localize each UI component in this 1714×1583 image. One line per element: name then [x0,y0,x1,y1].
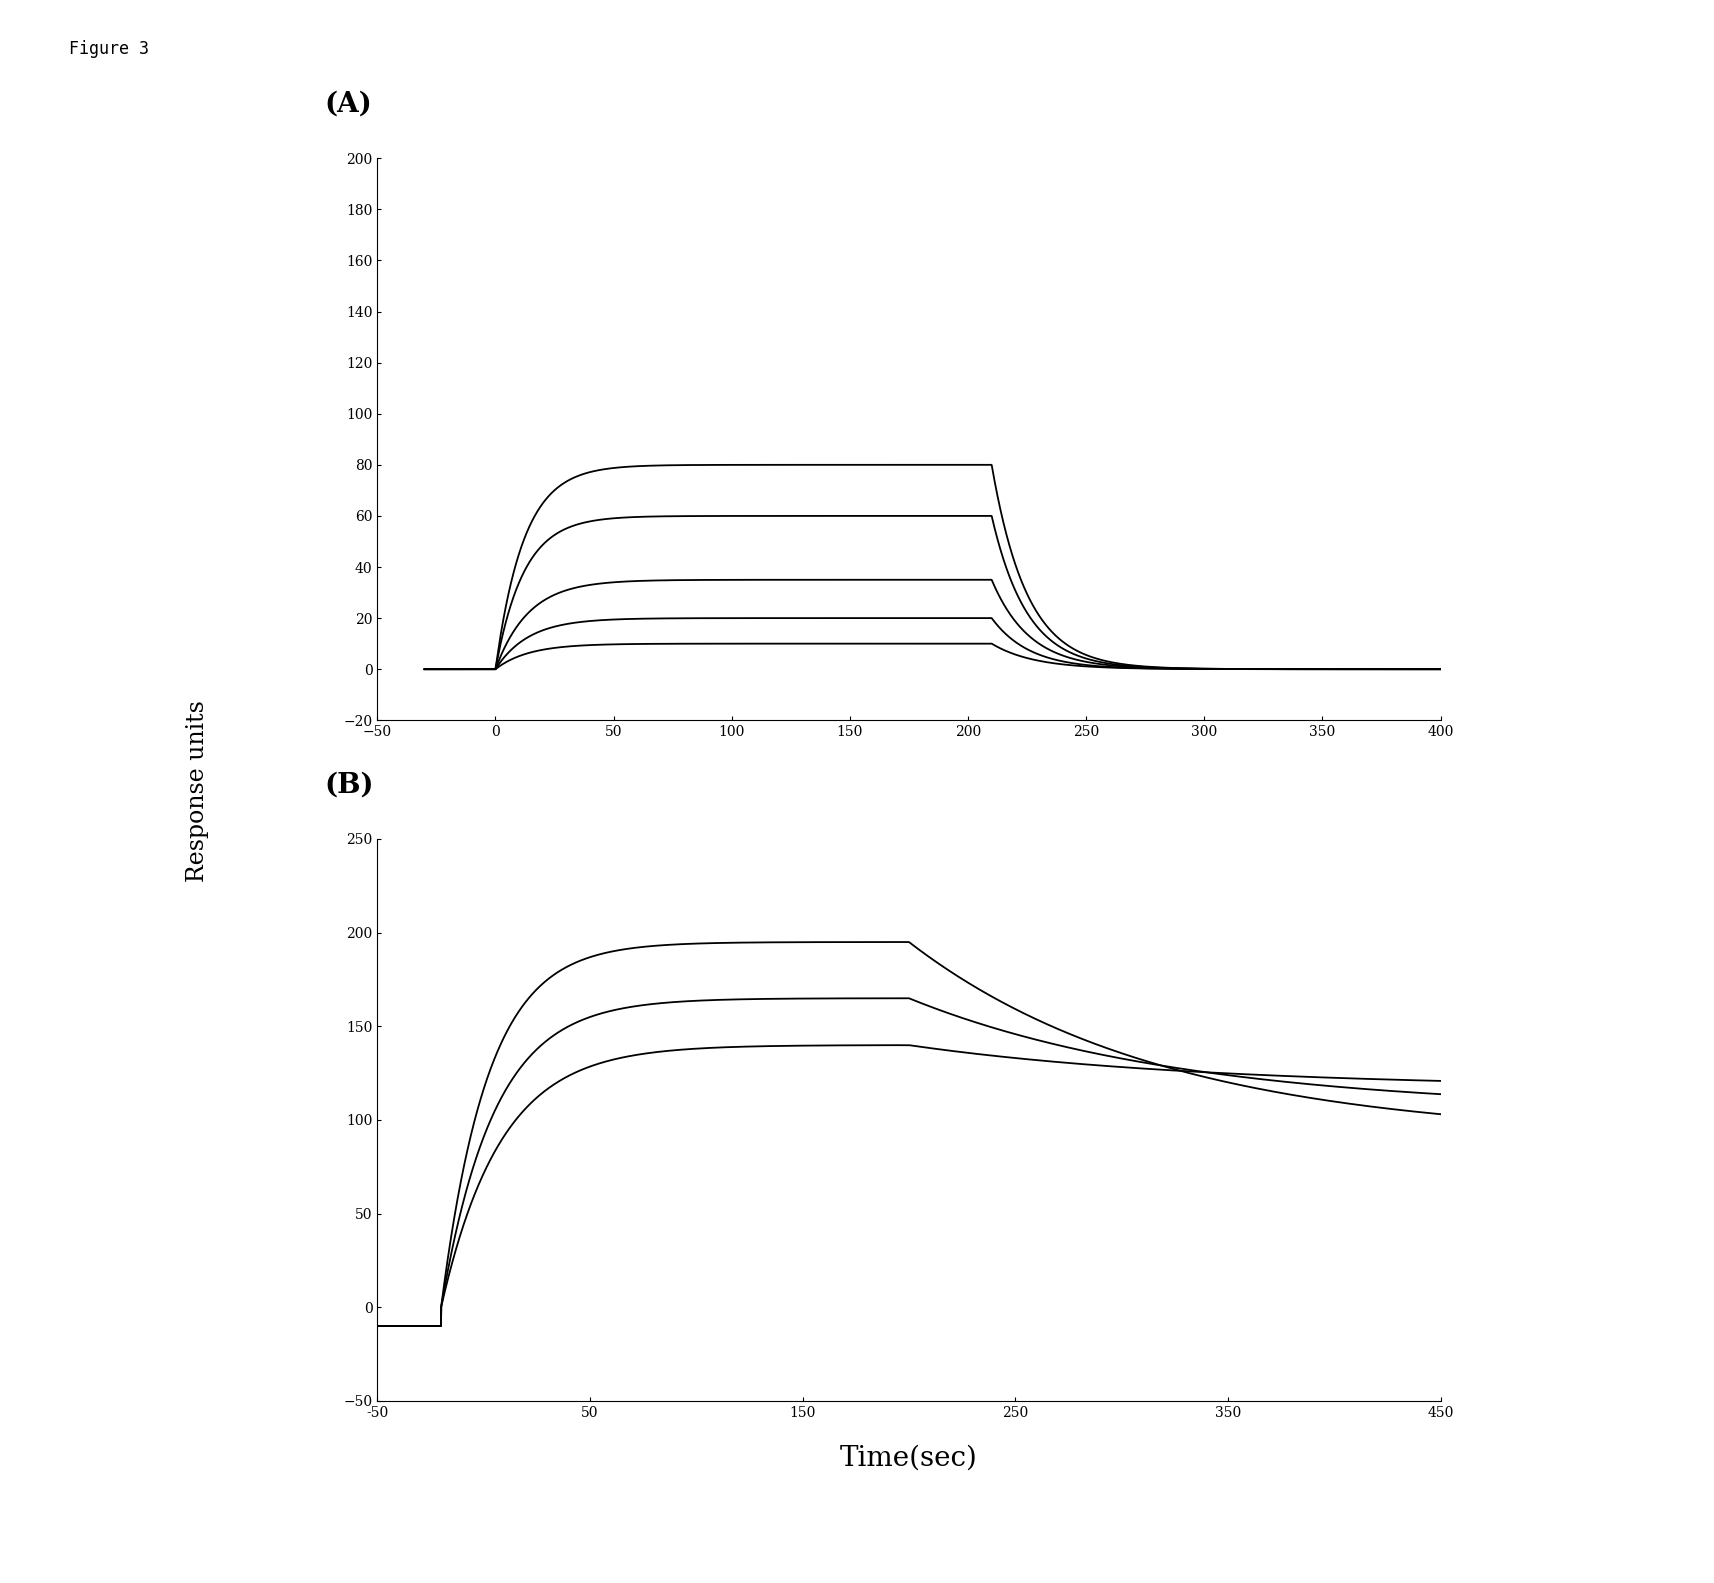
X-axis label: Time(sec): Time(sec) [840,1445,977,1472]
Text: (A): (A) [324,90,372,117]
Text: Response units: Response units [185,701,209,882]
Text: Figure 3: Figure 3 [69,40,149,57]
Text: (B): (B) [324,771,374,798]
